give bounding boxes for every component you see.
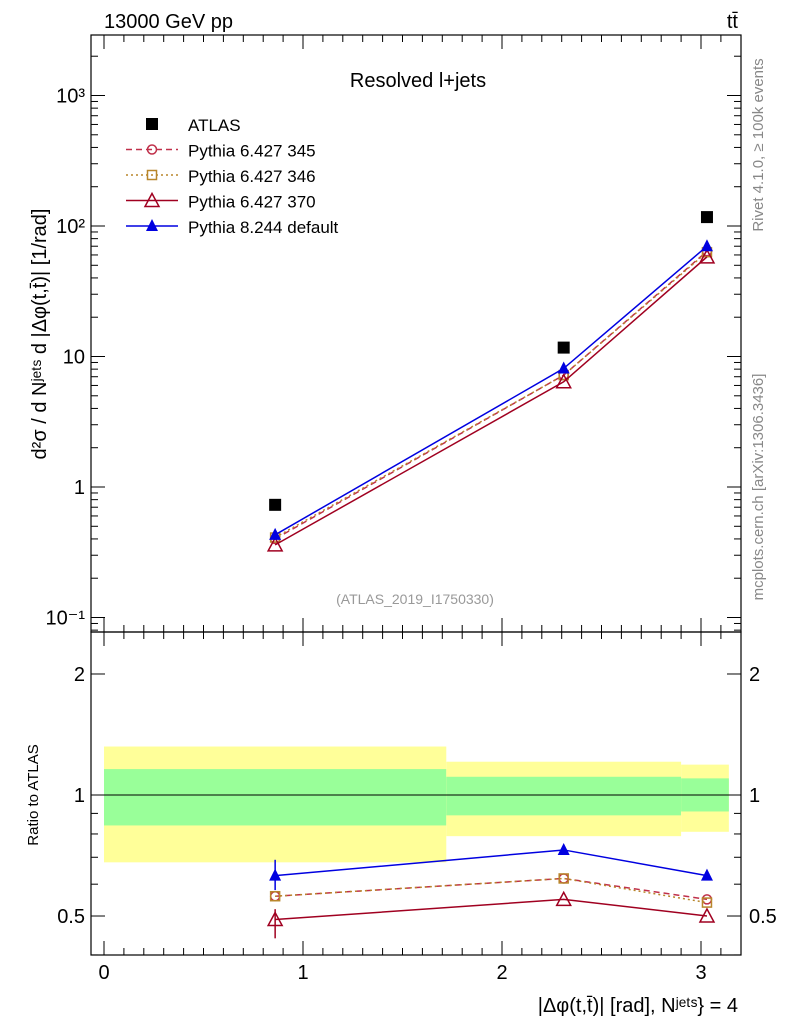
- y-tick-label: 1: [74, 477, 85, 499]
- ratio-y-tick-label: 2: [74, 664, 85, 686]
- data-point-0: [700, 211, 713, 224]
- ratio-frame: [90, 631, 742, 956]
- series-line-1: [274, 250, 708, 540]
- y-tick-label: 10³: [56, 86, 85, 108]
- uncertainty-band-green: [104, 769, 447, 826]
- side-text-mcplots: mcplots.cern.ch [arXiv:1306.3436]: [750, 374, 767, 601]
- data-point-4: [557, 361, 570, 374]
- data-point-3: [555, 373, 572, 389]
- y-tick-label: 10: [63, 347, 85, 369]
- data-point-4: [700, 239, 713, 252]
- legend-marker: [146, 118, 158, 130]
- legend-label: Pythia 6.427 345: [188, 142, 316, 161]
- data-point-0: [269, 498, 282, 511]
- ratio-point-1: [701, 897, 713, 908]
- data-point-3: [698, 248, 716, 264]
- ratio-point-3: [700, 868, 713, 881]
- data-point-3: [266, 536, 284, 552]
- series-line-4: [274, 245, 708, 536]
- y-axis-label: d²σ / d Nʲᵉᵗˢ d |Δφ(t,t̄)| [1/rad]: [29, 209, 51, 460]
- side-text-rivet: Rivet 4.1.0, ≥ 100k events: [750, 58, 767, 231]
- header-left: 13000 GeV pp: [104, 11, 233, 33]
- ratio-point-1: [269, 890, 281, 902]
- ratio-y-tick-label-right: 1: [749, 785, 760, 807]
- ratio-y-tick-label: 0.5: [57, 906, 85, 928]
- uncertainty-band-green: [446, 776, 682, 816]
- ratio-point-1: [558, 873, 569, 884]
- y-tick-label: 10⁻¹: [46, 608, 86, 630]
- ratio-point-3: [557, 842, 570, 855]
- ratio-line-1: [275, 877, 708, 904]
- legend-marker: [143, 191, 161, 208]
- ratio-line-0: [275, 877, 708, 901]
- ratio-y-tick-label: 1: [74, 785, 85, 807]
- ratio-y-tick-label-right: 0.5: [749, 906, 777, 928]
- legend-marker: [146, 144, 158, 155]
- legend-label: Pythia 6.427 346: [188, 167, 316, 186]
- watermark: (ATLAS_2019_I1750330): [336, 591, 494, 607]
- ratio-line-2: [275, 898, 708, 921]
- series-line-3: [274, 256, 708, 546]
- data-point-4: [269, 527, 282, 540]
- y-tick-label: 10²: [56, 216, 85, 238]
- header-right: tt̄: [727, 11, 739, 33]
- ratio-point-2: [698, 907, 716, 923]
- legend-marker: [146, 169, 158, 181]
- x-tick-label: 3: [695, 962, 706, 984]
- ratio-point-2: [555, 890, 572, 907]
- x-tick-label: 2: [496, 962, 507, 984]
- x-tick-label: 0: [98, 962, 109, 984]
- ratio-y-tick-label-right: 2: [749, 664, 760, 686]
- legend-marker: [146, 219, 158, 231]
- x-tick-label: 1: [297, 962, 308, 984]
- series-line-2: [274, 251, 708, 539]
- x-axis-label: |Δφ(t,t̄)| [rad], Nʲᵉᵗˢ} = 4: [538, 995, 738, 1017]
- legend-label: ATLAS: [188, 116, 241, 135]
- legend-label: Pythia 8.244 default: [188, 218, 339, 237]
- data-point-0: [557, 341, 570, 354]
- ratio-y-axis-label: Ratio to ATLAS: [25, 744, 42, 845]
- main-title: Resolved l+jets: [350, 70, 486, 92]
- legend-label: Pythia 6.427 370: [188, 193, 316, 212]
